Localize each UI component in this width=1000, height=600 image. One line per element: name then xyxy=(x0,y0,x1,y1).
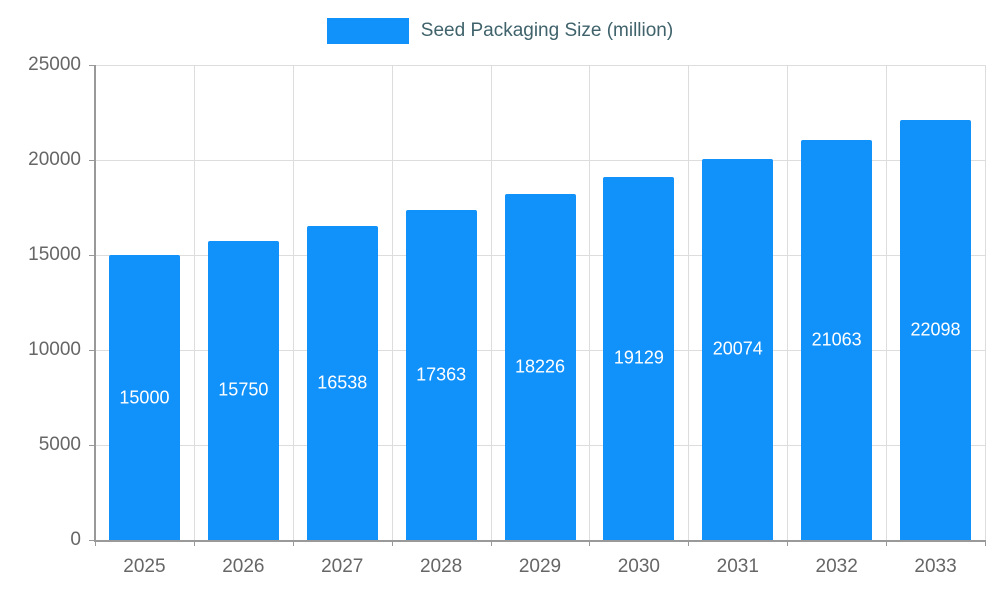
x-tick-mark xyxy=(688,540,690,546)
x-tick-mark xyxy=(292,540,294,546)
x-gridline xyxy=(787,65,789,540)
y-tick-mark xyxy=(89,540,95,541)
x-gridline xyxy=(985,65,986,540)
x-gridline xyxy=(292,65,294,540)
y-tick-mark xyxy=(89,160,95,161)
y-tick-mark xyxy=(89,350,95,351)
y-axis-tick-label: 25000 xyxy=(28,54,81,75)
bar-value-label: 20074 xyxy=(712,338,763,359)
bar xyxy=(108,255,180,540)
bar-value-label: 19129 xyxy=(613,347,664,368)
x-axis-tick-label: 2026 xyxy=(222,556,265,577)
x-gridline xyxy=(886,65,888,540)
x-tick-mark xyxy=(391,540,393,546)
bar-value-label: 15750 xyxy=(218,379,269,400)
x-tick-mark xyxy=(95,540,96,546)
x-tick-mark xyxy=(490,540,492,546)
x-gridline xyxy=(589,65,591,540)
y-axis-tick-label: 10000 xyxy=(28,339,81,360)
x-axis-tick-label: 2032 xyxy=(815,556,858,577)
x-axis-tick-label: 2028 xyxy=(419,556,463,577)
bar xyxy=(603,176,675,540)
y-tick-mark xyxy=(89,65,95,66)
x-tick-mark xyxy=(193,540,195,546)
y-axis-tick-label: 20000 xyxy=(28,149,81,170)
x-axis-tick-label: 2033 xyxy=(914,556,957,577)
y-axis-tick-label: 5000 xyxy=(38,434,81,455)
y-tick-mark xyxy=(89,445,95,446)
x-gridline xyxy=(391,65,393,540)
bar xyxy=(207,240,279,540)
bar-value-label: 15000 xyxy=(119,387,170,407)
legend-label: Seed Packaging Size (million) xyxy=(420,20,674,41)
bar-value-label: 18226 xyxy=(514,356,566,377)
x-axis-line xyxy=(94,540,985,542)
bar xyxy=(504,193,576,540)
x-axis-tick-label: 2025 xyxy=(123,556,166,577)
y-gridline xyxy=(95,160,985,161)
y-axis-tick-label: 15000 xyxy=(28,244,81,265)
bar xyxy=(702,158,774,540)
bar-value-label: 16538 xyxy=(317,372,368,393)
bar xyxy=(900,120,972,540)
bar xyxy=(405,210,477,540)
y-axis-tick-label: 0 xyxy=(70,529,81,550)
bar-value-label: 21063 xyxy=(811,329,862,350)
bar-value-label: 17363 xyxy=(416,364,467,385)
x-tick-mark xyxy=(787,540,789,546)
legend-swatch xyxy=(326,18,409,44)
bar xyxy=(801,139,873,540)
x-tick-mark xyxy=(589,540,591,546)
x-tick-mark xyxy=(985,540,986,546)
y-axis-line xyxy=(94,65,96,540)
x-axis-tick-label: 2027 xyxy=(321,556,364,577)
y-gridline xyxy=(95,65,985,66)
chart-legend: Seed Packaging Size (million) xyxy=(0,16,1000,46)
x-gridline xyxy=(688,65,690,540)
x-axis-tick-label: 2030 xyxy=(617,556,661,577)
x-tick-mark xyxy=(886,540,888,546)
bar xyxy=(306,225,378,540)
y-tick-mark xyxy=(89,255,95,256)
x-gridline xyxy=(490,65,492,540)
x-axis-tick-label: 2031 xyxy=(716,556,759,577)
bar-value-label: 22098 xyxy=(910,319,961,340)
x-axis-tick-label: 2029 xyxy=(518,556,562,577)
x-gridline xyxy=(193,65,195,540)
